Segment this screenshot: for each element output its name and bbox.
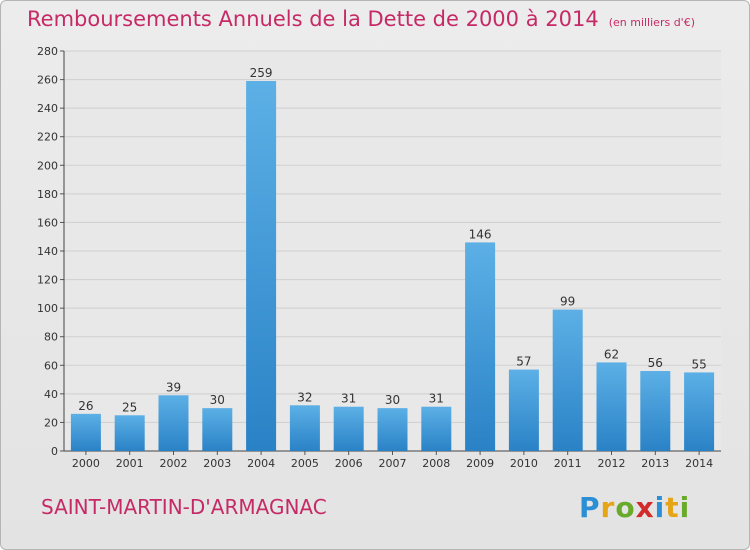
data-label: 39 [166, 380, 181, 394]
data-label: 57 [516, 355, 531, 369]
chart-subtitle: (en milliers d'€) [608, 16, 695, 29]
x-tick-label: 2002 [160, 457, 188, 470]
x-tick-label: 2007 [379, 457, 407, 470]
y-tick-label: 200 [37, 159, 58, 172]
bar [158, 395, 189, 451]
y-tick-label: 120 [37, 274, 58, 287]
bar [377, 408, 408, 451]
x-tick-label: 2004 [247, 457, 275, 470]
x-tick-label: 2010 [510, 457, 538, 470]
bar [70, 413, 101, 451]
bar [552, 309, 583, 451]
x-tick-label: 2000 [72, 457, 100, 470]
y-tick-label: 260 [37, 74, 58, 87]
x-tick-label: 2006 [335, 457, 363, 470]
commune-name: SAINT-MARTIN-D'ARMAGNAC [41, 495, 327, 519]
y-tick-label: 20 [44, 416, 58, 429]
y-tick-label: 220 [37, 131, 58, 144]
y-tick-label: 160 [37, 216, 58, 229]
bar [421, 406, 452, 451]
x-tick-label: 2003 [203, 457, 231, 470]
bars [70, 81, 715, 451]
axes: 0 20 40 60 80 100 120 140 160 180 200 220 240 260 280 2… [37, 45, 721, 470]
data-label: 99 [560, 295, 575, 309]
data-label: 25 [122, 400, 137, 414]
y-tick-label: 140 [37, 245, 58, 258]
data-label: 31 [341, 392, 356, 406]
bar [465, 242, 496, 451]
data-label: 259 [250, 66, 273, 80]
proxiti-logo: Proxiti [579, 491, 690, 524]
x-tick-label: 2005 [291, 457, 319, 470]
svg-text:Proxiti: Proxiti [579, 491, 690, 524]
bar [246, 81, 277, 451]
data-label: 146 [469, 227, 492, 241]
y-tick-label: 280 [37, 45, 58, 58]
bar [640, 371, 671, 451]
data-label: 56 [648, 356, 663, 370]
x-tick-label: 2012 [598, 457, 626, 470]
x-tick-label: 2001 [116, 457, 144, 470]
y-tick-label: 80 [44, 331, 58, 344]
y-tick-label: 240 [37, 102, 58, 115]
chart-title: Remboursements Annuels de la Dette de 20… [27, 7, 695, 31]
bar [114, 415, 145, 451]
y-tick-label: 180 [37, 188, 58, 201]
data-label: 31 [429, 392, 444, 406]
chart-title-text: Remboursements Annuels de la Dette de 20… [27, 7, 599, 31]
y-tick-label: 40 [44, 388, 58, 401]
y-tick-label: 0 [51, 445, 58, 458]
data-labels: 26 25 39 30 259 32 31 30 31 146 57 99 62 56 55 [78, 66, 706, 414]
y-tick-label: 100 [37, 302, 58, 315]
bar [202, 408, 233, 451]
data-label: 30 [210, 393, 225, 407]
data-label: 30 [385, 393, 400, 407]
data-label: 26 [78, 399, 93, 413]
bar [289, 405, 320, 451]
bar [333, 406, 364, 451]
x-tick-label: 2008 [422, 457, 450, 470]
gridlines [64, 50, 721, 452]
x-tick-label: 2011 [554, 457, 582, 470]
bar [684, 372, 715, 451]
data-label: 55 [691, 357, 706, 371]
x-tick-label: 2009 [466, 457, 494, 470]
data-label: 62 [604, 347, 619, 361]
y-tick-label: 60 [44, 359, 58, 372]
bar [508, 369, 539, 451]
data-label: 32 [297, 390, 312, 404]
x-tick-label: 2014 [685, 457, 713, 470]
x-tick-label: 2013 [641, 457, 669, 470]
bar [596, 362, 627, 451]
